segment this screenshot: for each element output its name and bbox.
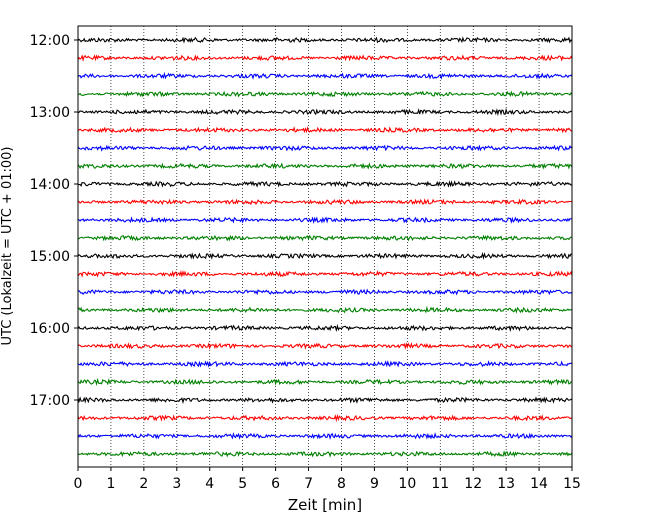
y-ticks: 12:00 13:00 14:00 15:00 16:00 17:00 bbox=[30, 33, 78, 409]
trace-1430 bbox=[77, 216, 572, 225]
y-tick-label: 13:00 bbox=[30, 105, 70, 121]
x-tick-label: 15 bbox=[563, 476, 581, 492]
trace-1645 bbox=[77, 377, 573, 387]
trace-1400 bbox=[77, 180, 573, 188]
x-tick-label: 1 bbox=[106, 476, 115, 492]
x-tick-label: 11 bbox=[431, 476, 449, 492]
trace-1515 bbox=[77, 270, 573, 278]
trace-1200 bbox=[77, 36, 573, 44]
trace-1545 bbox=[77, 305, 573, 314]
trace-1600 bbox=[77, 323, 573, 333]
trace-1630 bbox=[77, 360, 573, 368]
x-tick-label: 0 bbox=[74, 476, 83, 492]
y-tick-label: 12:00 bbox=[30, 33, 70, 49]
trace-1530 bbox=[77, 288, 573, 296]
y-tick-label: 15:00 bbox=[30, 249, 70, 265]
trace-1745 bbox=[77, 450, 573, 458]
x-tick-label: 2 bbox=[139, 476, 148, 492]
x-tick-label: 7 bbox=[304, 476, 313, 492]
y-tick-label: 17:00 bbox=[30, 393, 70, 409]
trace-1445 bbox=[77, 234, 573, 242]
x-axis-label: Zeit [min] bbox=[288, 496, 362, 514]
trace-1230 bbox=[77, 71, 573, 80]
x-tick-label: 5 bbox=[238, 476, 247, 492]
x-tick-label: 10 bbox=[398, 476, 416, 492]
x-ticks: 0 1 2 3 4 5 6 7 8 9 10 11 12 13 14 15 bbox=[74, 467, 581, 492]
y-tick-label: 16:00 bbox=[30, 321, 70, 337]
x-tick-label: 3 bbox=[172, 476, 181, 492]
trace-1615 bbox=[77, 342, 573, 350]
trace-1730 bbox=[77, 432, 573, 440]
x-tick-label: 8 bbox=[337, 476, 346, 492]
x-tick-label: 12 bbox=[464, 476, 482, 492]
trace-1700 bbox=[77, 396, 573, 405]
x-tick-label: 4 bbox=[205, 476, 214, 492]
x-tick-label: 13 bbox=[497, 476, 515, 492]
trace-1345 bbox=[77, 162, 573, 170]
plot-frame bbox=[77, 25, 573, 468]
x-tick-label: 14 bbox=[530, 476, 548, 492]
x-tick-label: 9 bbox=[370, 476, 379, 492]
trace-1415 bbox=[77, 198, 573, 206]
trace-1315 bbox=[77, 126, 573, 134]
x-tick-label: 6 bbox=[271, 476, 280, 492]
trace-1715 bbox=[77, 413, 573, 423]
y-axis-label: UTC (Lokalzeit = UTC + 01:00) bbox=[0, 147, 15, 346]
trace-1215 bbox=[77, 54, 573, 62]
trace-1500 bbox=[77, 251, 573, 260]
y-tick-label: 14:00 bbox=[30, 177, 70, 193]
traces bbox=[77, 36, 573, 458]
trace-1330 bbox=[77, 144, 573, 152]
trace-1300 bbox=[77, 107, 573, 117]
trace-1245 bbox=[77, 90, 573, 98]
